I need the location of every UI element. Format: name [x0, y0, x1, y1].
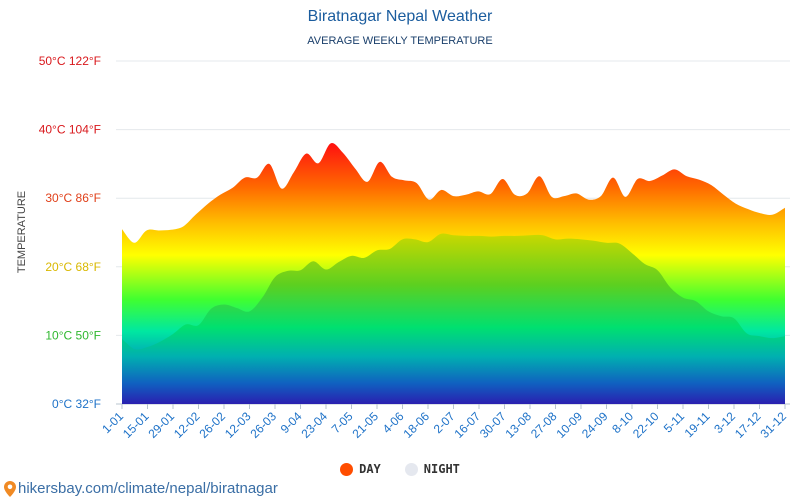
x-tick-label: 18-06	[401, 409, 433, 441]
x-tick-label: 27-08	[528, 409, 560, 441]
legend: DAY NIGHT	[0, 462, 800, 476]
x-tick-label: 26-03	[248, 409, 280, 441]
series-area-night	[122, 233, 785, 404]
y-tick-label: 20°C 68°F	[45, 260, 101, 274]
x-tick-label: 19-11	[682, 409, 713, 440]
source-link[interactable]: hikersbay.com/climate/nepal/biratnagar	[4, 480, 278, 497]
x-tick-label: 23-04	[299, 409, 331, 441]
y-tick-label: 10°C 50°F	[45, 328, 101, 342]
map-pin-icon	[4, 480, 16, 497]
x-tick-label: 29-01	[146, 409, 178, 441]
x-tick-label: 26-02	[197, 409, 229, 441]
x-axis: 1-0115-0129-0112-0226-0212-0326-039-0423…	[99, 404, 789, 441]
x-tick-label: 30-07	[477, 409, 509, 441]
x-tick-label: 12-03	[222, 409, 254, 441]
legend-item-day[interactable]: DAY	[340, 462, 381, 476]
legend-night-label: NIGHT	[423, 462, 460, 476]
x-tick-label: 16-07	[452, 409, 484, 441]
chart-title: Biratnagar Nepal Weather	[307, 8, 493, 25]
y-tick-label: 50°C 122°F	[39, 54, 101, 68]
legend-item-night[interactable]: NIGHT	[404, 462, 460, 476]
x-tick-label: 17-12	[732, 409, 764, 441]
x-tick-label: 12-02	[171, 409, 203, 441]
x-tick-label: 13-08	[503, 409, 535, 441]
source-text: hikersbay.com/climate/nepal/biratnagar	[18, 480, 278, 497]
day-dot-icon	[340, 462, 354, 476]
x-tick-label: 22-10	[630, 409, 662, 441]
x-tick-label: 21-05	[350, 409, 382, 441]
x-tick-label: 24-09	[579, 409, 611, 441]
night-dot-icon	[404, 462, 418, 476]
chart-subtitle: AVERAGE WEEKLY TEMPERATURE	[307, 35, 493, 47]
y-axis: 0°C 32°F 10°C 50°F 20°C 68°F 30°C 86°F 40°C …	[39, 54, 101, 411]
series-areas	[122, 143, 785, 404]
y-axis-title: TEMPERATURE	[16, 191, 28, 273]
y-tick-label: 30°C 86°F	[45, 191, 101, 205]
y-tick-label: 0°C 32°F	[52, 397, 101, 411]
x-tick-label: 15-01	[120, 409, 152, 441]
x-tick-label: 10-09	[554, 409, 586, 441]
y-tick-label: 40°C 104°F	[39, 123, 101, 137]
legend-day-label: DAY	[359, 462, 381, 476]
x-tick-label: 31-12	[758, 409, 790, 441]
